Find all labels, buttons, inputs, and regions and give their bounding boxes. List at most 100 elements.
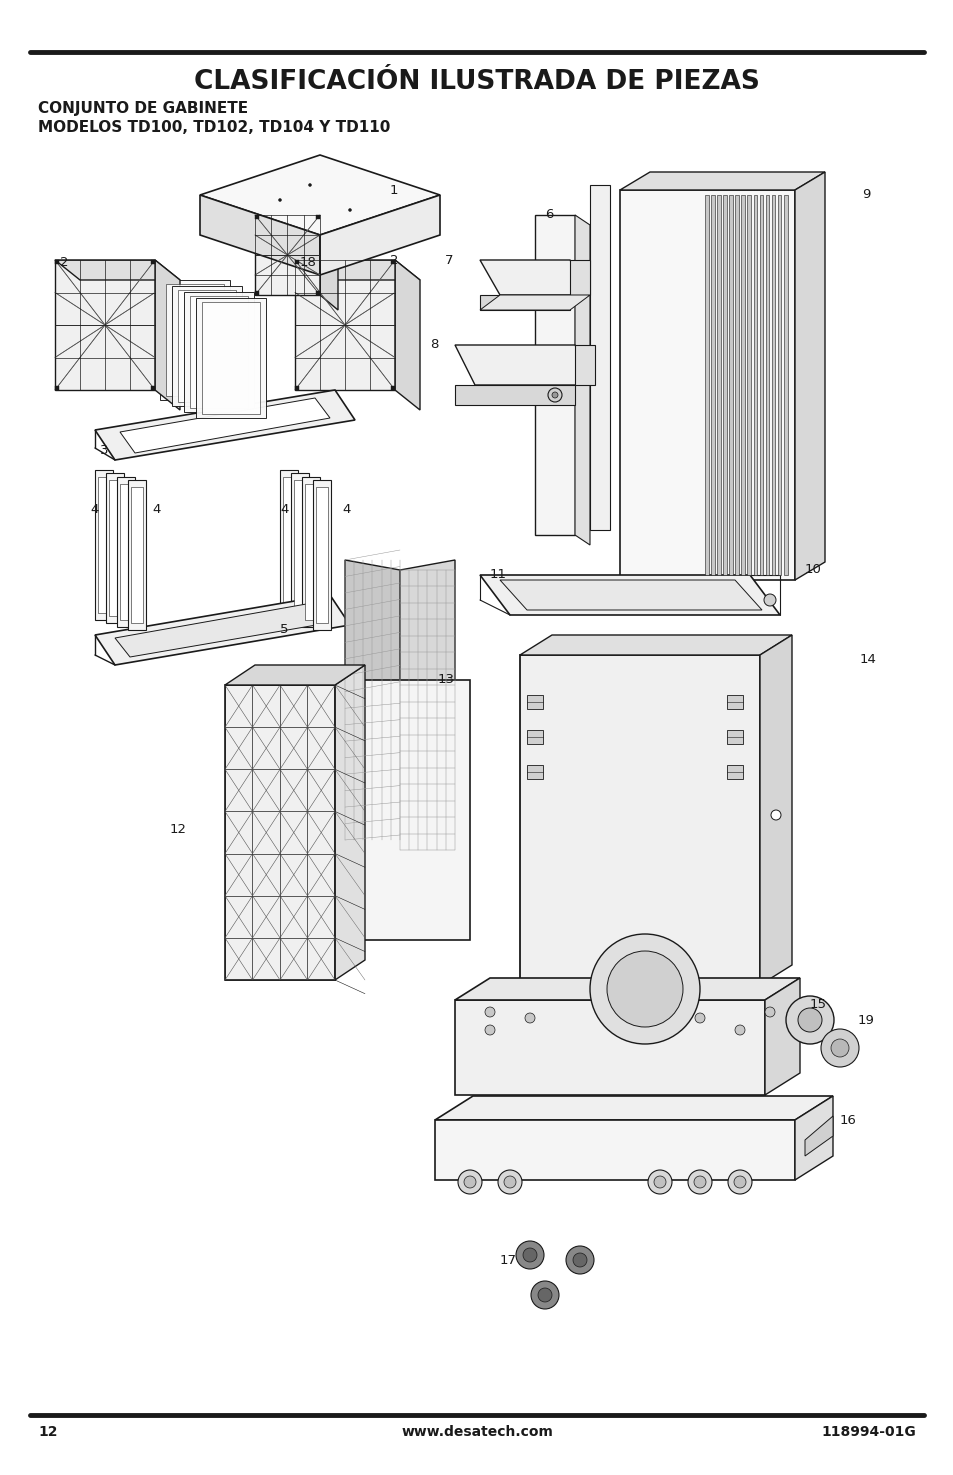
Polygon shape	[569, 260, 589, 295]
Text: 4: 4	[152, 503, 160, 516]
Polygon shape	[117, 476, 135, 627]
Polygon shape	[294, 481, 306, 617]
Polygon shape	[200, 195, 319, 274]
Circle shape	[524, 1013, 535, 1024]
Polygon shape	[254, 215, 258, 218]
Text: 12: 12	[38, 1425, 57, 1440]
Polygon shape	[735, 195, 739, 575]
Circle shape	[537, 1288, 552, 1302]
Polygon shape	[55, 260, 180, 280]
Polygon shape	[355, 680, 470, 940]
Circle shape	[484, 1007, 495, 1016]
Text: 2: 2	[390, 254, 398, 267]
Circle shape	[647, 1170, 671, 1193]
Polygon shape	[765, 195, 768, 575]
Polygon shape	[151, 386, 154, 389]
Polygon shape	[753, 195, 757, 575]
Polygon shape	[305, 484, 316, 620]
Circle shape	[693, 1176, 705, 1187]
Polygon shape	[335, 665, 365, 979]
Polygon shape	[783, 195, 787, 575]
Polygon shape	[109, 481, 121, 617]
Text: 8: 8	[430, 338, 438, 351]
Text: 4: 4	[90, 503, 98, 516]
Text: 7: 7	[444, 254, 453, 267]
Polygon shape	[619, 173, 824, 190]
Polygon shape	[455, 1000, 764, 1094]
Polygon shape	[794, 1096, 832, 1180]
Polygon shape	[225, 665, 365, 684]
Polygon shape	[95, 594, 350, 665]
Polygon shape	[313, 479, 331, 630]
Polygon shape	[294, 260, 395, 389]
Circle shape	[308, 183, 312, 186]
Circle shape	[733, 1176, 745, 1187]
Polygon shape	[254, 215, 337, 230]
Text: 19: 19	[857, 1013, 874, 1027]
Polygon shape	[106, 473, 124, 624]
Circle shape	[552, 392, 558, 398]
Text: 15: 15	[809, 999, 826, 1012]
Circle shape	[484, 1025, 495, 1035]
Polygon shape	[455, 345, 595, 385]
Polygon shape	[760, 636, 791, 985]
Circle shape	[497, 1170, 521, 1193]
Circle shape	[547, 388, 561, 403]
Polygon shape	[777, 195, 781, 575]
Polygon shape	[294, 260, 419, 280]
Polygon shape	[726, 695, 742, 709]
Polygon shape	[391, 260, 395, 264]
Polygon shape	[740, 195, 744, 575]
Text: 17: 17	[499, 1254, 517, 1267]
Polygon shape	[399, 560, 455, 850]
Polygon shape	[575, 215, 589, 544]
Text: 2: 2	[60, 255, 69, 268]
Circle shape	[457, 1170, 481, 1193]
Polygon shape	[319, 195, 439, 274]
Circle shape	[463, 1176, 476, 1187]
Circle shape	[278, 199, 281, 202]
Text: 14: 14	[859, 653, 876, 667]
Polygon shape	[172, 286, 242, 406]
Polygon shape	[128, 479, 146, 630]
Polygon shape	[254, 291, 258, 295]
Polygon shape	[526, 695, 542, 709]
Polygon shape	[131, 487, 143, 622]
Polygon shape	[294, 260, 298, 264]
Polygon shape	[195, 298, 266, 417]
Polygon shape	[315, 291, 319, 295]
Polygon shape	[151, 260, 154, 264]
Polygon shape	[345, 560, 399, 850]
Text: 13: 13	[437, 674, 455, 686]
Circle shape	[763, 594, 775, 606]
Circle shape	[821, 1030, 858, 1066]
Polygon shape	[726, 766, 742, 779]
Text: MODELOS TD100, TD102, TD104 Y TD110: MODELOS TD100, TD102, TD104 Y TD110	[38, 121, 390, 136]
Polygon shape	[154, 260, 180, 410]
Polygon shape	[115, 603, 328, 656]
Polygon shape	[526, 766, 542, 779]
Text: 16: 16	[840, 1114, 856, 1127]
Text: 11: 11	[490, 568, 506, 581]
Text: CONJUNTO DE GABINETE: CONJUNTO DE GABINETE	[38, 100, 248, 115]
Circle shape	[522, 1248, 537, 1263]
Polygon shape	[395, 260, 419, 410]
Polygon shape	[726, 730, 742, 743]
Text: 3: 3	[100, 444, 109, 456]
Text: 18: 18	[299, 255, 316, 268]
Text: 1: 1	[390, 183, 398, 196]
Polygon shape	[435, 1120, 794, 1180]
Polygon shape	[804, 1117, 832, 1156]
Circle shape	[573, 1252, 586, 1267]
Polygon shape	[771, 195, 775, 575]
Polygon shape	[254, 215, 319, 295]
Polygon shape	[343, 673, 355, 940]
Polygon shape	[479, 575, 780, 615]
Polygon shape	[280, 471, 297, 620]
Polygon shape	[190, 296, 248, 407]
Polygon shape	[455, 385, 575, 406]
Polygon shape	[120, 484, 132, 620]
Circle shape	[785, 996, 833, 1044]
Circle shape	[348, 208, 351, 211]
Text: 4: 4	[341, 503, 350, 516]
